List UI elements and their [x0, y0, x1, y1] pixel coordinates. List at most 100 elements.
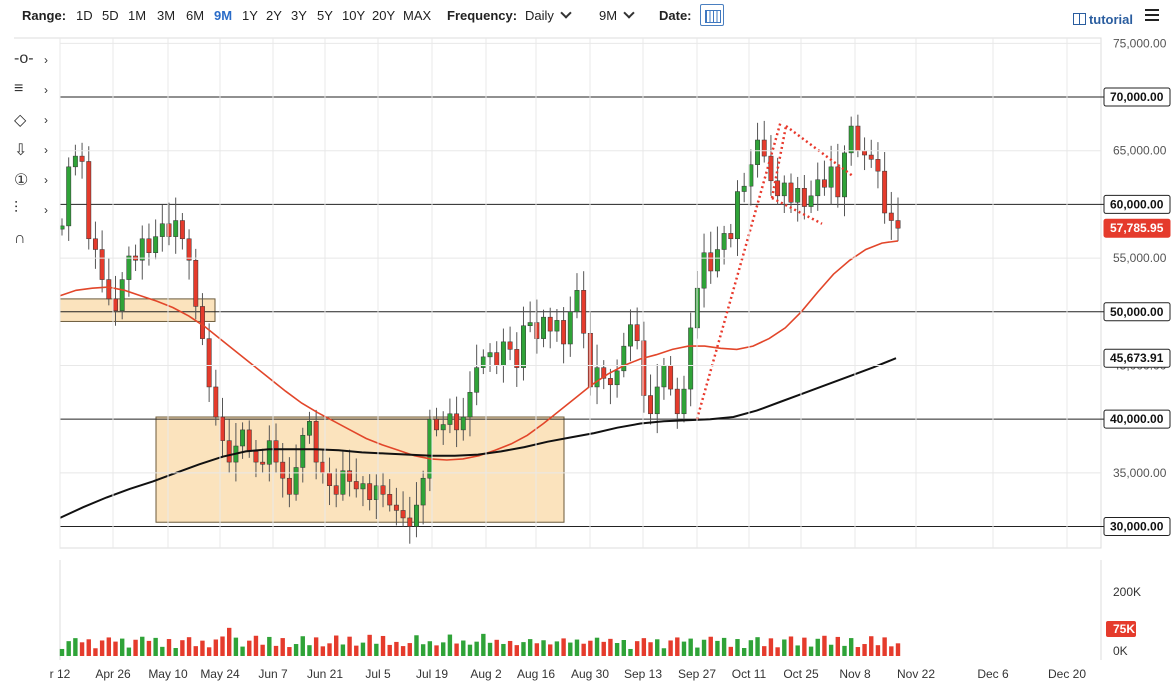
volume-bar [447, 634, 453, 656]
volume-bar [374, 643, 379, 656]
candle-body [480, 356, 486, 368]
crosshair-tool[interactable]: -o- › [14, 50, 54, 72]
frequency-select[interactable]: Daily [525, 7, 572, 23]
volume-bar [73, 638, 78, 656]
range-button-9m[interactable]: 9M [214, 8, 233, 23]
candle-body [199, 306, 205, 339]
chevron-right-icon: › [44, 83, 48, 97]
volume-bar [501, 643, 506, 656]
volume-bar [467, 644, 473, 656]
range-button-1m[interactable]: 1M [128, 8, 147, 23]
candle-body [86, 161, 92, 240]
candle-body [721, 233, 727, 250]
volume-bar [454, 643, 459, 656]
candle-body [567, 311, 573, 345]
price-label-box [1103, 218, 1171, 238]
range-button-3m[interactable]: 3M [157, 8, 176, 23]
volume-bar [186, 637, 192, 656]
candle-body [260, 461, 266, 465]
volume-bar [193, 646, 198, 656]
magnet-tool[interactable]: ∩ [14, 230, 54, 252]
annotation-tool[interactable]: ① › [14, 170, 54, 192]
chevron-right-icon: › [44, 203, 48, 217]
range-button-20y[interactable]: 20Y [372, 8, 396, 23]
candle-body [601, 367, 607, 379]
chevron-right-icon: › [44, 143, 48, 157]
candle-body [193, 260, 199, 307]
range-button-5d[interactable]: 5D [102, 8, 119, 23]
candle-body [119, 279, 125, 311]
volume-bar [160, 646, 165, 656]
candle-body [795, 188, 801, 203]
range-button-10y[interactable]: 10Y [342, 8, 366, 23]
shapes-tool[interactable]: ◇ › [14, 110, 54, 132]
volume-bar [461, 640, 466, 656]
candle-body [494, 352, 500, 366]
candle-body [280, 461, 286, 479]
candle-body [440, 424, 446, 431]
volume-bars: 200K 75K 0K [59, 585, 1141, 658]
arrow-tool[interactable]: ⇩ › [14, 140, 54, 162]
sma200-line [59, 357, 897, 519]
range-button-6m[interactable]: 6M [186, 8, 205, 23]
candle-body [614, 370, 620, 386]
volume-bar [260, 644, 265, 656]
volume-bar [400, 646, 406, 656]
volume-bar [628, 648, 633, 656]
volume-bar [875, 645, 881, 656]
volume-bar [474, 641, 479, 656]
frequency-label: Frequency: [447, 8, 518, 23]
volume-bar [320, 646, 326, 656]
date-axis: r 12 Apr 26 May 10 May 24 Jun 7 Jun 21 Jul 5 Ju… [50, 38, 1101, 681]
volume-bar [267, 636, 272, 656]
candle-body [173, 220, 179, 237]
candle-body [213, 386, 219, 418]
range-button-max[interactable]: MAX [403, 8, 432, 23]
volume-bar [247, 640, 252, 656]
volume-bar [233, 637, 239, 656]
flagpole-line [695, 120, 783, 420]
candle-body [393, 504, 399, 511]
volume-bar [681, 641, 687, 656]
volume-bar [420, 644, 426, 656]
candle-body [99, 249, 105, 280]
calendar-icon[interactable] [700, 4, 724, 26]
volume-bar [828, 644, 834, 656]
candle-body [300, 435, 306, 468]
range-button-3y[interactable]: 3Y [291, 8, 307, 23]
range-button-1d[interactable]: 1D [76, 8, 93, 23]
volume-bar [126, 647, 132, 656]
line-style-tool[interactable]: ≡ › [14, 80, 54, 102]
range-button-1y[interactable]: 1Y [242, 8, 258, 23]
candle-body [842, 152, 847, 198]
chevron-right-icon: › [44, 53, 48, 67]
frequency-value: Daily [525, 8, 554, 23]
price-label: 70,000.00 [1110, 90, 1164, 104]
volume-bar [79, 642, 85, 656]
candle-body [514, 349, 520, 368]
volume-bar [340, 644, 346, 656]
volume-bar [581, 643, 586, 656]
volume-bar [280, 638, 285, 656]
volume-tick-label: 75K [1113, 622, 1135, 636]
volume-bar [701, 639, 707, 656]
candle-body [253, 451, 259, 463]
period-select[interactable]: 9M [599, 7, 635, 23]
volume-bar [735, 639, 740, 656]
price-label: 40,000.00 [1110, 412, 1164, 426]
price-label-box [1103, 87, 1171, 107]
candle-body [728, 233, 734, 240]
date-tick-label: Jun 21 [307, 667, 343, 681]
range-button-2y[interactable]: 2Y [266, 8, 282, 23]
indicator-tool[interactable]: ⫶ › [14, 200, 54, 222]
hamburger-menu-icon[interactable] [1145, 9, 1159, 22]
price-tick-label: 35,000.00 [1113, 466, 1167, 480]
candle-body [79, 155, 85, 162]
tutorial-link[interactable]: tutorial [1072, 12, 1133, 27]
price-label: 45,673.91 [1110, 351, 1164, 365]
volume-bar [661, 648, 667, 656]
range-button-5y[interactable]: 5Y [317, 8, 333, 23]
volume-bar [641, 638, 647, 656]
candle-body [594, 367, 600, 388]
